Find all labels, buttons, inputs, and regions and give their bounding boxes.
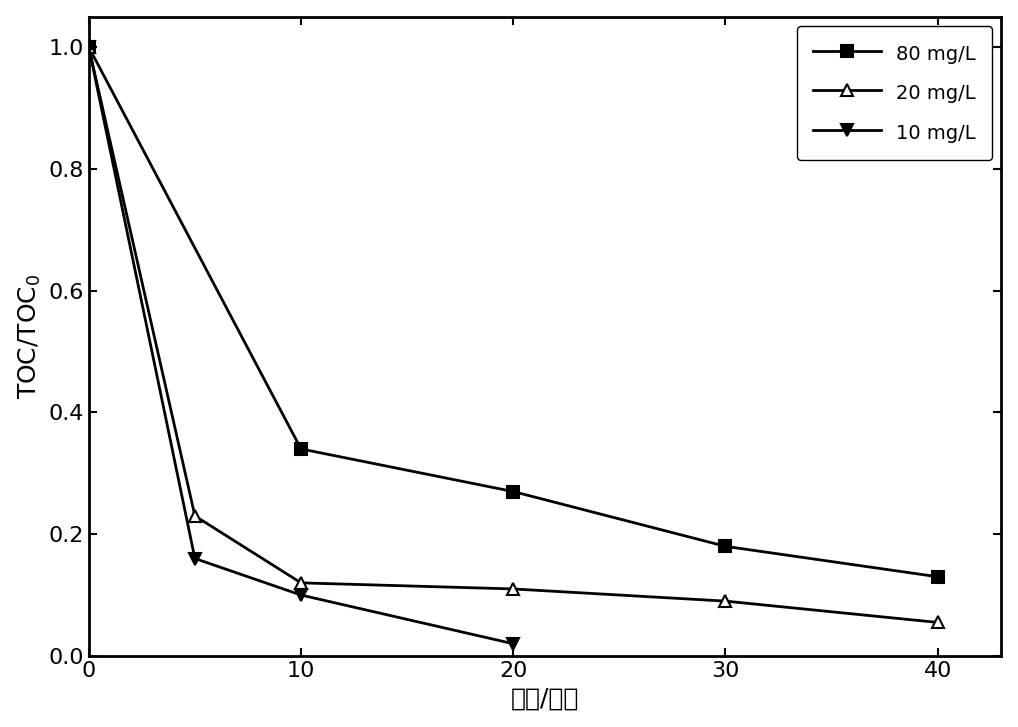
20 mg/L <box>188 512 201 521</box>
80 mg/L <box>931 572 944 581</box>
20 mg/L <box>507 585 519 593</box>
Legend: 80 mg/L, 20 mg/L, 10 mg/L: 80 mg/L, 20 mg/L, 10 mg/L <box>797 26 992 160</box>
Line: 80 mg/L: 80 mg/L <box>82 41 944 583</box>
10 mg/L <box>507 639 519 648</box>
20 mg/L <box>82 43 95 52</box>
20 mg/L <box>295 579 307 587</box>
80 mg/L <box>295 444 307 453</box>
10 mg/L <box>82 43 95 52</box>
X-axis label: 时间/分钟: 时间/分钟 <box>511 686 579 710</box>
Line: 20 mg/L: 20 mg/L <box>82 41 944 629</box>
Y-axis label: TOC/TOC$_0$: TOC/TOC$_0$ <box>16 273 43 399</box>
20 mg/L <box>720 597 732 606</box>
80 mg/L <box>82 43 95 52</box>
Line: 10 mg/L: 10 mg/L <box>82 41 519 650</box>
80 mg/L <box>720 542 732 550</box>
10 mg/L <box>295 590 307 599</box>
10 mg/L <box>188 554 201 563</box>
80 mg/L <box>507 487 519 496</box>
20 mg/L <box>931 618 944 627</box>
